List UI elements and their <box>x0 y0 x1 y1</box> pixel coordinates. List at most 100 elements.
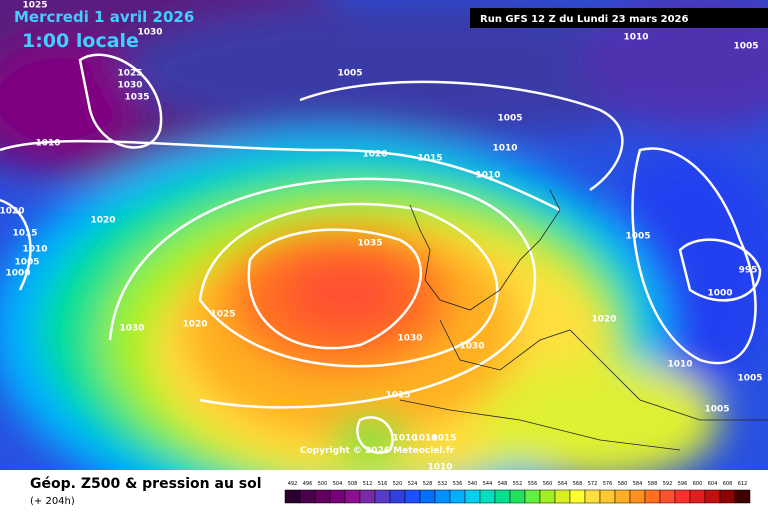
isobar-label: 1035 <box>357 239 382 249</box>
legend-swatch <box>704 489 721 504</box>
isobar-label: 1035 <box>124 93 149 103</box>
legend-level: 580 <box>618 481 628 487</box>
legend-level: 524 <box>408 481 418 487</box>
legend-level: 612 <box>738 481 748 487</box>
isobar-label: 1005 <box>337 69 362 79</box>
legend-swatch <box>449 489 466 504</box>
legend-swatch <box>719 489 736 504</box>
legend-level: 596 <box>678 481 688 487</box>
legend-swatch <box>389 489 406 504</box>
legend-level: 544 <box>483 481 493 487</box>
legend-swatch <box>539 489 556 504</box>
legend-swatch <box>569 489 586 504</box>
isobar-label: 1020 <box>362 150 387 160</box>
isobar-label: 1015 <box>431 434 456 444</box>
isobar-label: 1025 <box>210 310 235 320</box>
isobar-label: 1020 <box>591 315 616 325</box>
legend-swatch <box>434 489 451 504</box>
isobar-label: 1010 <box>667 360 692 370</box>
legend-swatch <box>494 489 511 504</box>
isobar-label: 1010 <box>35 139 60 149</box>
isobar-label: 1010 <box>427 463 452 473</box>
legend-level: 568 <box>573 481 583 487</box>
legend-swatch <box>509 489 526 504</box>
footer-title: Géop. Z500 & pression au sol <box>30 476 262 492</box>
isobar-label: 1010 <box>392 434 417 444</box>
isobar-label: 1030 <box>117 81 142 91</box>
isobar-label: 995 <box>739 266 758 276</box>
legend-swatch <box>674 489 691 504</box>
date: Mercredi 1 avril 2026 <box>14 8 194 26</box>
legend-swatch <box>419 489 436 504</box>
isobar-label: 1010 <box>412 434 437 444</box>
isobar-label: 1020 <box>90 216 115 226</box>
isobar-label: 1005 <box>14 258 39 268</box>
isobar-label: 1000 <box>707 289 732 299</box>
isobar-label: 1030 <box>119 324 144 334</box>
legend-level: 592 <box>663 481 673 487</box>
legend-level: 536 <box>453 481 463 487</box>
legend-swatch <box>479 489 496 504</box>
legend-level: 572 <box>588 481 598 487</box>
copyright: Copyright © 2026 Meteociel.fr <box>300 446 455 456</box>
legend-swatch <box>359 489 376 504</box>
legend-level: 588 <box>648 481 658 487</box>
legend-level: 520 <box>393 481 403 487</box>
legend-level: 600 <box>693 481 703 487</box>
isobar-label: 1005 <box>737 374 762 384</box>
colorbar: 492 496 500 504 508 512 516 520 524 528 532 536 540 5… <box>284 481 751 504</box>
legend-level: 552 <box>513 481 523 487</box>
isobar-label: 1010 <box>492 144 517 154</box>
isobar-label: 1005 <box>625 232 650 242</box>
legend-level: 512 <box>363 481 373 487</box>
legend-level: 604 <box>708 481 718 487</box>
legend-swatch <box>374 489 391 504</box>
legend-level: 556 <box>528 481 538 487</box>
isobar-label: 1005 <box>704 405 729 415</box>
isobar-label: 1010 <box>22 245 47 255</box>
legend-swatch <box>644 489 661 504</box>
legend-level: 508 <box>348 481 358 487</box>
legend-swatch <box>344 489 361 504</box>
legend-level: 500 <box>318 481 328 487</box>
lead-time: (+ 204h) <box>30 496 75 507</box>
legend-swatch <box>524 489 541 504</box>
legend-swatch <box>554 489 571 504</box>
legend-swatch <box>584 489 601 504</box>
isobar-label: 1010 <box>475 171 500 181</box>
legend-swatch <box>629 489 646 504</box>
legend-swatch <box>329 489 346 504</box>
legend-swatch <box>599 489 616 504</box>
isobar-labels: 1025103010251030103510101020101510101005… <box>0 1 763 473</box>
legend-level: 564 <box>558 481 568 487</box>
coastlines <box>399 189 768 451</box>
legend-level: 496 <box>303 481 313 487</box>
isobar-label: 1015 <box>385 391 410 401</box>
legend-swatch <box>299 489 316 504</box>
legend-level: 528 <box>423 481 433 487</box>
run: Run GFS 12 Z du Lundi 23 mars 2026 <box>480 14 689 25</box>
legend-level: 516 <box>378 481 388 487</box>
isobar-label: 1025 <box>117 69 142 79</box>
isobar-label: 1030 <box>459 342 484 352</box>
legend-level: 532 <box>438 481 448 487</box>
isobar-label: 1015 <box>12 229 37 239</box>
legend-swatch <box>614 489 631 504</box>
isobar-label: 1030 <box>397 334 422 344</box>
isobar-label: 1025 <box>22 1 47 11</box>
legend-level: 608 <box>723 481 733 487</box>
isobar-label: 1020 <box>0 207 25 217</box>
isobar-label: 1005 <box>497 114 522 124</box>
isobar-label: 1000 <box>5 269 30 279</box>
run-box <box>470 8 768 28</box>
isobar-label: 1030 <box>137 28 162 38</box>
legend-swatch <box>659 489 676 504</box>
isobar-label: 1005 <box>733 42 758 52</box>
legend-swatch <box>689 489 706 504</box>
legend-swatch <box>464 489 481 504</box>
legend-level: 504 <box>333 481 343 487</box>
legend-swatch <box>314 489 331 504</box>
legend-level: 560 <box>543 481 553 487</box>
